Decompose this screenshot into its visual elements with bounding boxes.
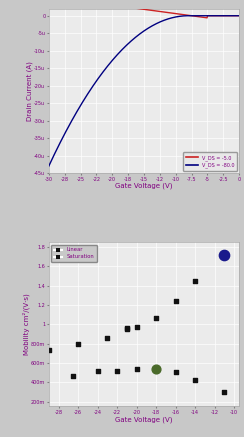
Point — [125, 325, 129, 332]
Point — [71, 373, 75, 380]
Point — [193, 277, 197, 284]
X-axis label: Gate Voltage (V): Gate Voltage (V) — [115, 416, 173, 423]
Point — [135, 365, 139, 372]
Point — [125, 326, 129, 333]
Point — [223, 251, 226, 258]
Point — [174, 298, 178, 305]
Point — [115, 367, 119, 374]
Point — [135, 324, 139, 331]
Legend: V_DS = -5.0, V_DS = -80.0: V_DS = -5.0, V_DS = -80.0 — [183, 153, 237, 170]
Y-axis label: Mobility cm²/(V·s): Mobility cm²/(V·s) — [22, 293, 30, 355]
Point — [223, 249, 226, 256]
Point — [96, 367, 100, 374]
Y-axis label: Drain Current (A): Drain Current (A) — [26, 61, 33, 121]
X-axis label: Gate Voltage (V): Gate Voltage (V) — [115, 183, 173, 189]
Point — [154, 366, 158, 373]
Legend: Linear, Saturation: Linear, Saturation — [51, 245, 97, 262]
Point — [193, 377, 197, 384]
Point — [47, 347, 51, 354]
Point — [174, 368, 178, 375]
Point — [154, 315, 158, 322]
Point — [105, 334, 109, 341]
Point — [76, 340, 80, 347]
Point — [154, 366, 158, 373]
Point — [223, 388, 226, 395]
